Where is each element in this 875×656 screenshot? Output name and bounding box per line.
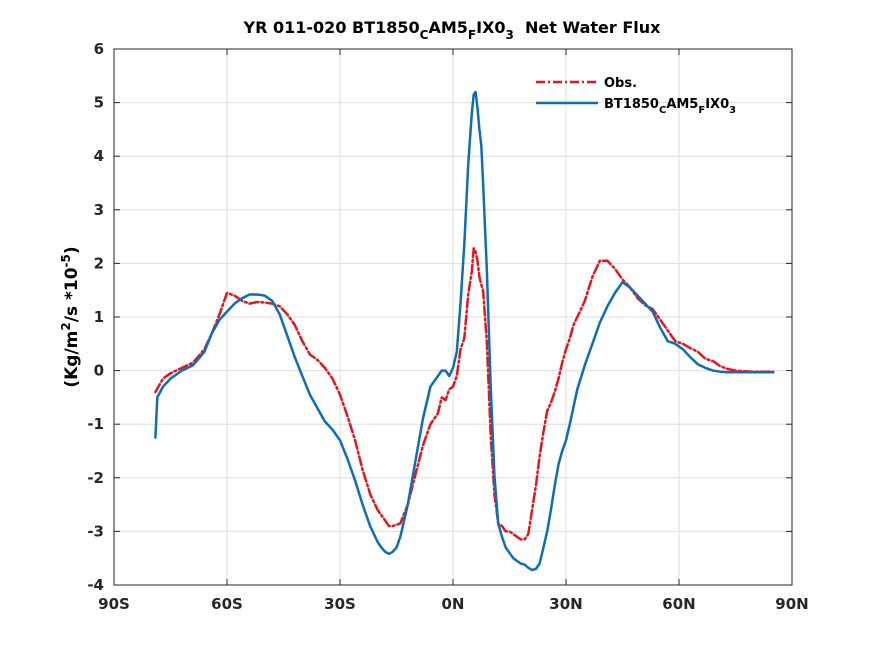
y-tick-label: 4 (94, 147, 104, 165)
legend-label-obs: Obs. (604, 76, 637, 91)
y-tick-label: 5 (94, 94, 104, 112)
x-tick-label: 60S (211, 595, 243, 613)
series-line-model (154, 90, 775, 572)
legend: Obs. BT1850CAM5FIX03 (536, 76, 736, 116)
y-tick-label: 1 (94, 308, 104, 326)
tick-marks (113, 48, 793, 586)
x-tick-label: 30S (324, 595, 356, 613)
y-tick-label: 2 (94, 254, 104, 272)
x-tick-label: 90S (98, 595, 130, 613)
y-tick-label: -4 (87, 576, 104, 594)
x-tick-label: 30N (549, 595, 582, 613)
y-axis-label: (Kg/m2/s *10-5) (59, 246, 82, 387)
x-tick-labels: 90S 60S 30S 0N 30N 60N 90N (98, 595, 809, 613)
x-tick-label: 90N (775, 595, 808, 613)
series-line-obs (154, 247, 775, 541)
y-tick-label: 0 (94, 362, 104, 380)
x-tick-label: 0N (442, 595, 465, 613)
legend-label-model: BT1850CAM5FIX03 (604, 97, 736, 116)
y-tick-label: 3 (94, 201, 104, 219)
y-tick-label: -1 (87, 415, 104, 433)
y-tick-label: -3 (87, 522, 104, 540)
y-tick-labels: -4 -3 -2 -1 0 1 2 3 4 5 6 (87, 40, 104, 594)
y-tick-label: -2 (87, 469, 104, 487)
x-tick-label: 60N (662, 595, 695, 613)
series-lines (154, 90, 775, 572)
y-tick-label: 6 (94, 40, 104, 58)
chart-title: YR 011-020 BT1850CAM5FIX03 Net Water Flu… (243, 18, 662, 42)
